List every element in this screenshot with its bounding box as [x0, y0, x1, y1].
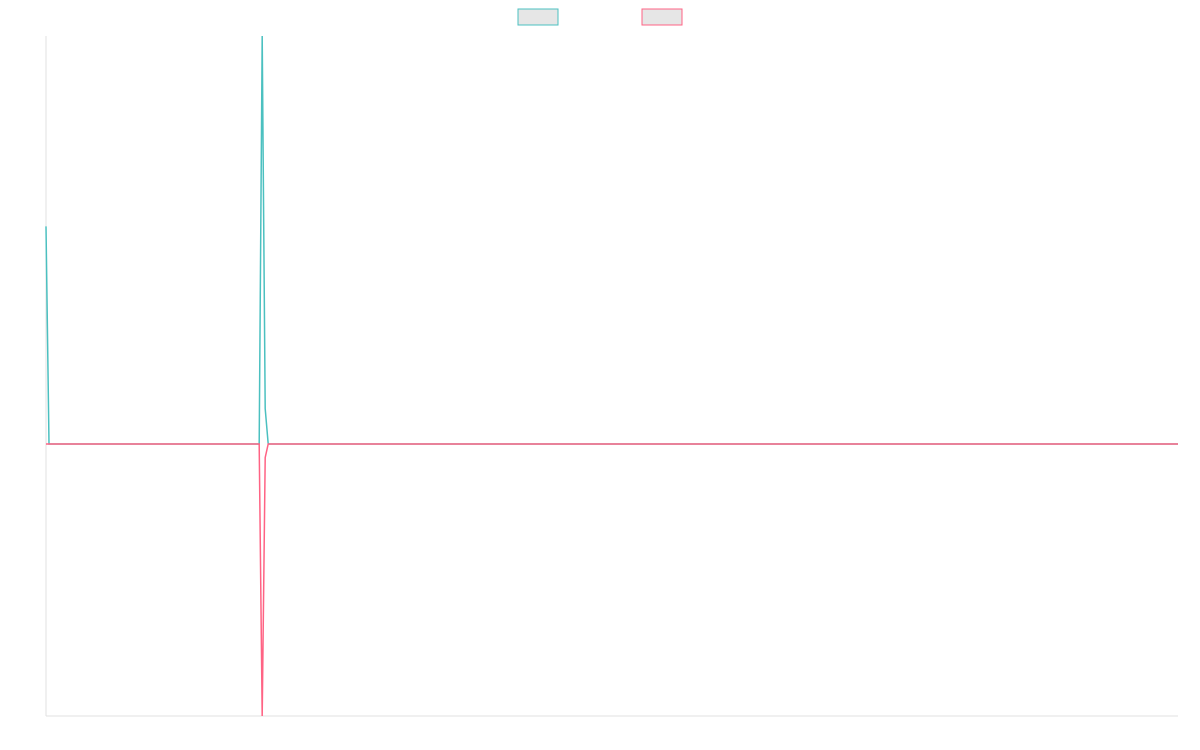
line-series — [45, 35, 1178, 445]
line-series — [46, 443, 1178, 717]
legend-swatch — [641, 8, 683, 26]
legend-swatch — [517, 8, 559, 26]
